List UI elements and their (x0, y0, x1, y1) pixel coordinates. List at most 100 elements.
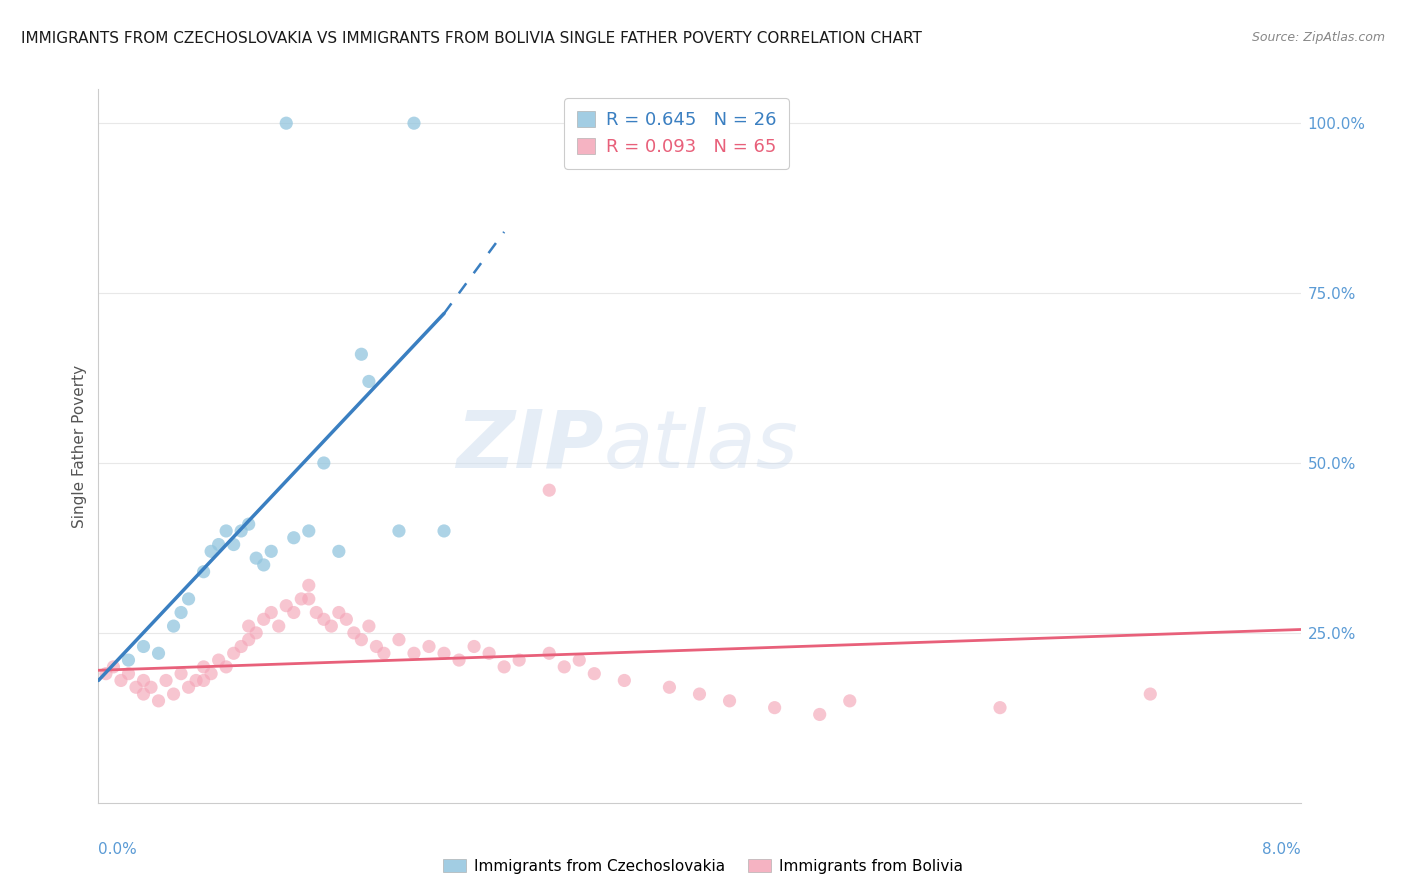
Point (613, 673, 636, 688)
Point (350, 632, 373, 647)
Point (132, 640, 155, 654)
Point (689, 687, 711, 701)
Point (298, 524, 321, 538)
Point (402, 646, 425, 660)
Point (418, 640, 440, 654)
Point (343, 626, 366, 640)
Point (103, 660, 125, 674)
Point (117, 666, 139, 681)
Point (1139, 687, 1161, 701)
Point (215, 524, 238, 538)
Point (125, 680, 148, 694)
Point (321, 619, 343, 633)
Point (763, 700, 786, 714)
Point (200, 544, 222, 558)
Point (208, 653, 231, 667)
Point (222, 537, 245, 551)
Point (388, 632, 411, 647)
Point (193, 565, 215, 579)
Point (305, 606, 328, 620)
Point (170, 666, 193, 681)
Point (478, 646, 501, 660)
Point (312, 456, 335, 470)
Point (162, 619, 184, 633)
Point (276, 599, 298, 613)
Legend: Immigrants from Czechoslovakia, Immigrants from Bolivia: Immigrants from Czechoslovakia, Immigran… (437, 853, 969, 880)
Point (117, 653, 139, 667)
Point (231, 524, 253, 538)
Point (200, 666, 222, 681)
Text: 0.0%: 0.0% (98, 842, 138, 857)
Point (267, 619, 290, 633)
Point (139, 680, 162, 694)
Point (148, 694, 170, 708)
Point (583, 666, 606, 681)
Point (260, 544, 283, 558)
Point (366, 640, 388, 654)
Text: Source: ZipAtlas.com: Source: ZipAtlas.com (1251, 31, 1385, 45)
Point (350, 347, 373, 361)
Point (508, 653, 530, 667)
Point (177, 591, 200, 606)
Point (283, 606, 305, 620)
Point (231, 640, 253, 654)
Point (298, 578, 321, 592)
Point (808, 707, 831, 722)
Point (276, 116, 298, 130)
Point (718, 694, 741, 708)
Point (155, 673, 177, 688)
Point (238, 632, 260, 647)
Point (193, 673, 215, 688)
Point (215, 660, 238, 674)
Point (290, 591, 312, 606)
Point (388, 524, 411, 538)
Point (132, 673, 155, 688)
Point (184, 673, 207, 688)
Point (357, 619, 380, 633)
Point (373, 646, 395, 660)
Point (838, 694, 860, 708)
Point (132, 687, 155, 701)
Point (328, 544, 350, 558)
Point (253, 612, 276, 626)
Text: 8.0%: 8.0% (1261, 842, 1301, 857)
Point (447, 653, 470, 667)
Point (357, 375, 380, 389)
Point (170, 606, 193, 620)
Point (298, 591, 321, 606)
Point (238, 619, 260, 633)
Point (253, 558, 276, 572)
Point (245, 551, 267, 566)
Point (328, 606, 350, 620)
Point (988, 700, 1011, 714)
Point (260, 606, 283, 620)
Text: ZIP: ZIP (456, 407, 603, 485)
Point (402, 116, 425, 130)
Text: IMMIGRANTS FROM CZECHOSLOVAKIA VS IMMIGRANTS FROM BOLIVIA SINGLE FATHER POVERTY : IMMIGRANTS FROM CZECHOSLOVAKIA VS IMMIGR… (21, 31, 922, 46)
Point (208, 537, 231, 551)
Point (162, 687, 184, 701)
Point (658, 680, 681, 694)
Point (538, 483, 561, 498)
Point (494, 660, 516, 674)
Point (222, 646, 245, 660)
Point (177, 680, 200, 694)
Point (538, 646, 561, 660)
Point (283, 531, 305, 545)
Point (335, 612, 357, 626)
Y-axis label: Single Father Poverty: Single Father Poverty (72, 365, 87, 527)
Point (193, 660, 215, 674)
Point (110, 673, 132, 688)
Point (245, 626, 267, 640)
Point (553, 660, 575, 674)
Point (433, 646, 456, 660)
Point (463, 640, 485, 654)
Point (94, 666, 117, 681)
Point (148, 646, 170, 660)
Point (312, 612, 335, 626)
Point (238, 517, 260, 532)
Point (568, 653, 591, 667)
Text: atlas: atlas (603, 407, 799, 485)
Point (433, 524, 456, 538)
Legend: R = 0.645   N = 26, R = 0.093   N = 65: R = 0.645 N = 26, R = 0.093 N = 65 (564, 98, 789, 169)
